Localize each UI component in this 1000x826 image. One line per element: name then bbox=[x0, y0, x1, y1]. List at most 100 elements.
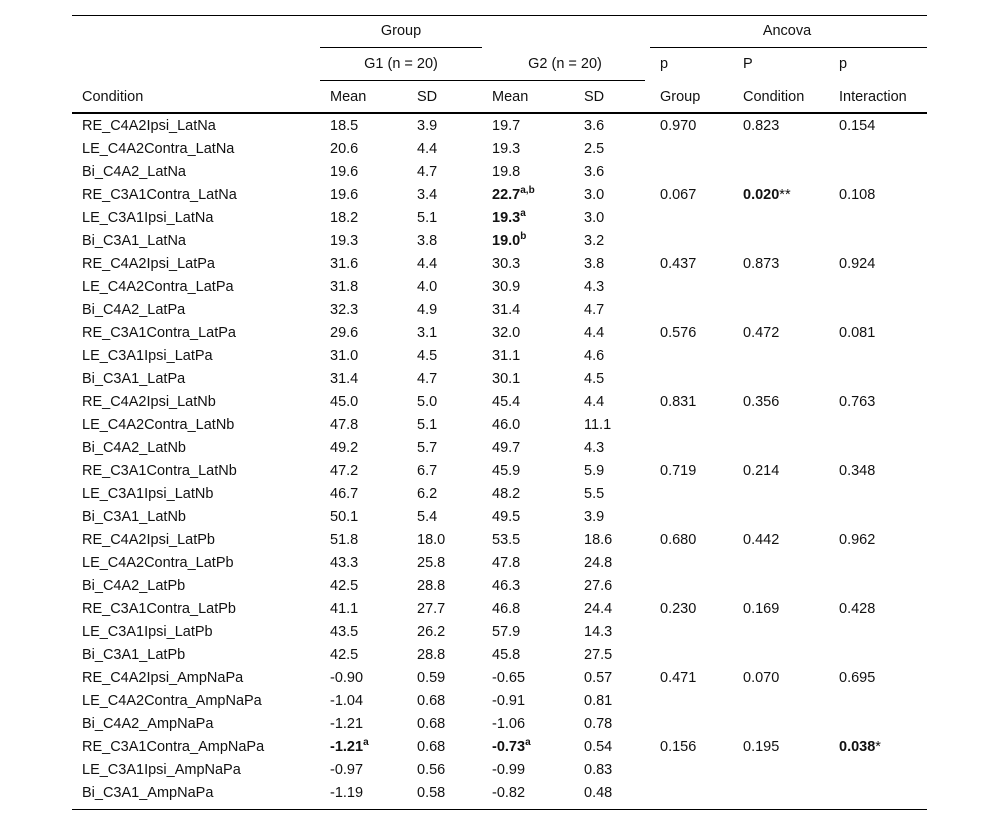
condition-label: LE_C3A1Ipsi_LatPb bbox=[82, 624, 213, 640]
condition-label: RE_C4A2Ipsi_LatNb bbox=[82, 394, 216, 410]
cell: 0.970 bbox=[660, 118, 697, 134]
cell: 3.8 bbox=[417, 233, 438, 249]
cell: 0.719 bbox=[660, 463, 697, 479]
ancova-column-header: p bbox=[839, 56, 848, 72]
cell: -0.91 bbox=[492, 693, 526, 709]
condition-label: RE_C3A1Contra_LatPa bbox=[82, 325, 236, 341]
cell: 6.2 bbox=[417, 486, 438, 502]
cell: 32.0 bbox=[492, 325, 521, 341]
cell: 19.0b bbox=[492, 232, 526, 250]
cell: 29.6 bbox=[330, 325, 359, 341]
cell: 0.156 bbox=[660, 739, 697, 755]
ancova-header: Ancova bbox=[762, 23, 812, 39]
cell: 0.169 bbox=[743, 601, 780, 617]
cell: 0.230 bbox=[660, 601, 697, 617]
cell: 6.7 bbox=[417, 463, 438, 479]
condition-label: LE_C4A2Contra_LatPb bbox=[82, 555, 234, 571]
cell: 0.356 bbox=[743, 394, 780, 410]
ancova-column-header: P bbox=[743, 56, 753, 72]
condition-label: Bi_C3A1_LatNa bbox=[82, 233, 186, 249]
footnote-mark: a bbox=[520, 208, 526, 220]
cell: 0.195 bbox=[743, 739, 780, 755]
cell: -0.73a bbox=[492, 738, 531, 756]
cell: 22.7a,b bbox=[492, 186, 535, 204]
cell: 25.8 bbox=[417, 555, 446, 571]
cell: 0.081 bbox=[839, 325, 876, 341]
cell: 5.0 bbox=[417, 394, 438, 410]
condition-label: RE_C4A2Ipsi_LatPa bbox=[82, 256, 215, 272]
cell: 4.9 bbox=[417, 302, 438, 318]
cell: 19.3a bbox=[492, 209, 526, 227]
ancova-column-header: Condition bbox=[743, 89, 805, 105]
cell: 3.1 bbox=[417, 325, 438, 341]
cell: 3.6 bbox=[584, 164, 605, 180]
condition-label: Bi_C3A1_LatPb bbox=[82, 647, 186, 663]
cell: 42.5 bbox=[330, 578, 359, 594]
group-rule bbox=[320, 47, 482, 48]
cell: 28.8 bbox=[417, 647, 446, 663]
cell: -1.19 bbox=[330, 785, 364, 801]
cell-value: -1.21 bbox=[330, 739, 364, 755]
cell: 18.2 bbox=[330, 210, 359, 226]
cell: -1.21a bbox=[330, 738, 369, 756]
cell: 0.038* bbox=[839, 738, 881, 756]
cell: 4.0 bbox=[417, 279, 438, 295]
cell: 49.7 bbox=[492, 440, 521, 456]
cell: 27.5 bbox=[584, 647, 613, 663]
condition-label: Bi_C4A2_LatPa bbox=[82, 302, 186, 318]
cell: 47.8 bbox=[330, 417, 359, 433]
column-header: Mean bbox=[492, 89, 529, 105]
cell-value: 0.020 bbox=[743, 187, 780, 203]
cell: 42.5 bbox=[330, 647, 359, 663]
cell: 31.6 bbox=[330, 256, 359, 272]
cell: -1.21 bbox=[330, 716, 364, 732]
cell: 2.5 bbox=[584, 141, 605, 157]
cell: 3.9 bbox=[417, 118, 438, 134]
cell: 18.6 bbox=[584, 532, 613, 548]
condition-label: LE_C4A2Contra_LatNb bbox=[82, 417, 235, 433]
condition-label: RE_C3A1Contra_AmpNaPa bbox=[82, 739, 265, 755]
cell: 46.3 bbox=[492, 578, 521, 594]
cell: 5.4 bbox=[417, 509, 438, 525]
cell: 47.2 bbox=[330, 463, 359, 479]
cell: 30.1 bbox=[492, 371, 521, 387]
cell: 45.9 bbox=[492, 463, 521, 479]
cell-value: 22.7 bbox=[492, 187, 521, 203]
g1-header: G1 (n = 20) bbox=[364, 56, 438, 72]
cell: 19.6 bbox=[330, 164, 359, 180]
cell: 45.0 bbox=[330, 394, 359, 410]
condition-label: Bi_C4A2_AmpNaPa bbox=[82, 716, 214, 732]
condition-label: Bi_C3A1_AmpNaPa bbox=[82, 785, 214, 801]
condition-label: RE_C4A2Ipsi_LatNa bbox=[82, 118, 216, 134]
cell: 19.8 bbox=[492, 164, 521, 180]
condition-label: Bi_C4A2_LatPb bbox=[82, 578, 186, 594]
condition-label: Bi_C3A1_LatPa bbox=[82, 371, 186, 387]
cell: -0.99 bbox=[492, 762, 526, 778]
cell: 57.9 bbox=[492, 624, 521, 640]
cell: 0.68 bbox=[417, 739, 446, 755]
cell: -0.65 bbox=[492, 670, 526, 686]
cell: 31.0 bbox=[330, 348, 359, 364]
cell: 0.471 bbox=[660, 670, 697, 686]
cell: 4.3 bbox=[584, 279, 605, 295]
cell: 46.8 bbox=[492, 601, 521, 617]
condition-label: RE_C4A2Ipsi_LatPb bbox=[82, 532, 215, 548]
cell: 5.5 bbox=[584, 486, 605, 502]
cell: 5.9 bbox=[584, 463, 605, 479]
condition-label: RE_C3A1Contra_LatNa bbox=[82, 187, 237, 203]
cell: 0.680 bbox=[660, 532, 697, 548]
cell-value: 19.3 bbox=[492, 210, 521, 226]
cell: 3.9 bbox=[584, 509, 605, 525]
g2-rule bbox=[482, 80, 645, 81]
cell: 45.4 bbox=[492, 394, 521, 410]
cell: 0.81 bbox=[584, 693, 613, 709]
cell: 4.7 bbox=[584, 302, 605, 318]
cell: 0.873 bbox=[743, 256, 780, 272]
cell: 31.4 bbox=[492, 302, 521, 318]
cell: 0.56 bbox=[417, 762, 446, 778]
condition-label: LE_C3A1Ipsi_LatPa bbox=[82, 348, 213, 364]
cell: 49.5 bbox=[492, 509, 521, 525]
cell: 30.9 bbox=[492, 279, 521, 295]
cell: 3.0 bbox=[584, 210, 605, 226]
